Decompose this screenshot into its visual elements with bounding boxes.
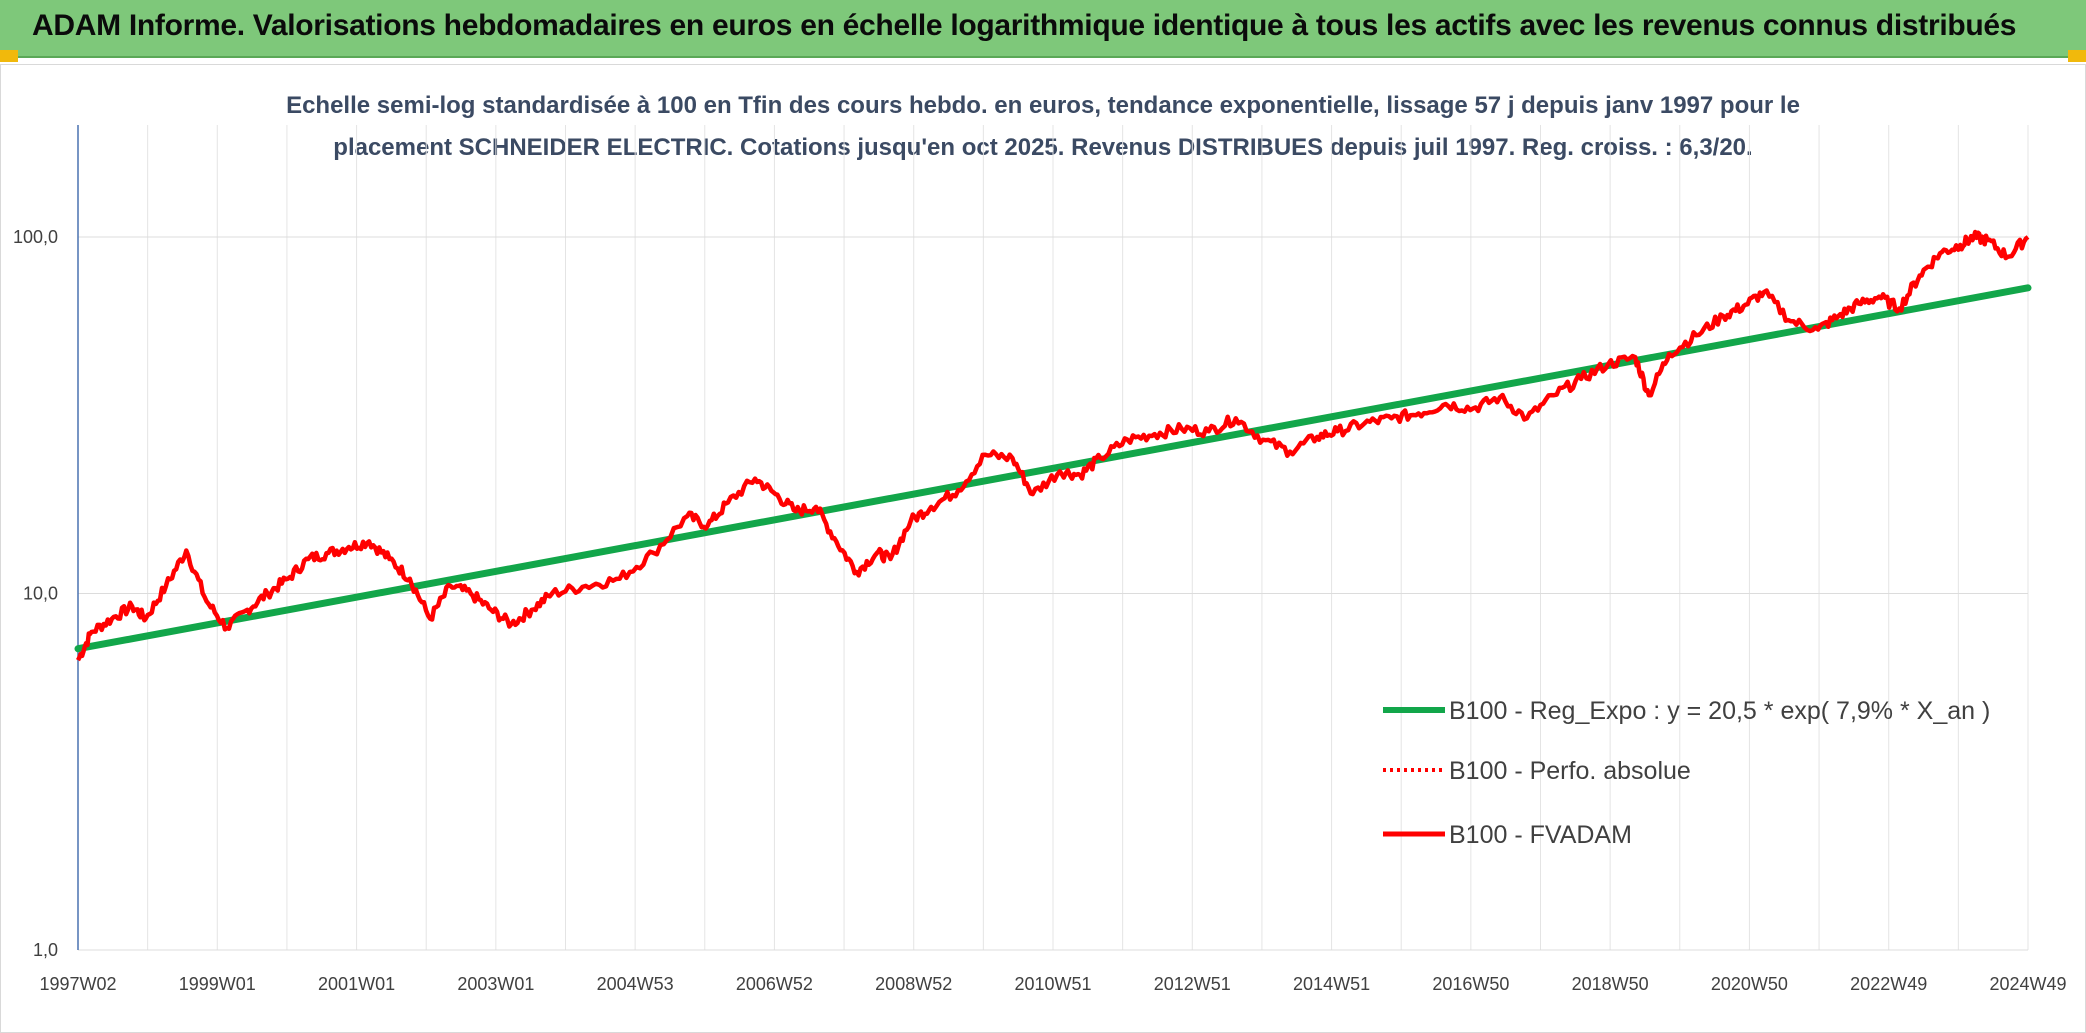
corner-marker-right	[2068, 50, 2086, 62]
x-tick-label: 2020W50	[1711, 974, 1788, 994]
x-tick-label: 2018W50	[1572, 974, 1649, 994]
legend-label-regression: B100 - Reg_Expo : y = 20,5 * exp( 7,9% *…	[1449, 697, 1990, 725]
x-tick-label: 2008W52	[875, 974, 952, 994]
x-tick-label: 2004W53	[597, 974, 674, 994]
series-line-regression	[74, 284, 2032, 653]
y-tick-label: 1,0	[33, 940, 58, 960]
corner-marker-left	[0, 50, 18, 62]
x-tick-label: 2024W49	[1989, 974, 2066, 994]
x-tick-label: 2022W49	[1850, 974, 1927, 994]
legend-label-perfo: B100 - Perfo. absolue	[1449, 757, 1691, 785]
x-tick-label: 2006W52	[736, 974, 813, 994]
report-header: ADAM Informe. Valorisations hebdomadaire…	[0, 0, 2086, 58]
x-tick-label: 2016W50	[1432, 974, 1509, 994]
x-tick-label: 2014W51	[1293, 974, 1370, 994]
x-tick-label: 1997W02	[39, 974, 116, 994]
y-tick-label: 100,0	[13, 227, 58, 247]
x-tick-label: 2001W01	[318, 974, 395, 994]
legend-label-fvadam: B100 - FVADAM	[1449, 821, 1632, 849]
x-tick-label: 2012W51	[1154, 974, 1231, 994]
report-title: ADAM Informe. Valorisations hebdomadaire…	[32, 9, 2017, 42]
x-tick-label: 2003W01	[457, 974, 534, 994]
y-tick-label: 10,0	[23, 584, 58, 604]
chart-title-line-1: Echelle semi-log standardisée à 100 en T…	[286, 92, 1800, 119]
series-line-fvadam	[76, 229, 2030, 662]
chart-title-line-2: placement SCHNEIDER ELECTRIC. Cotations …	[333, 134, 1753, 161]
x-tick-label: 1999W01	[179, 974, 256, 994]
x-tick-label: 2010W51	[1014, 974, 1091, 994]
